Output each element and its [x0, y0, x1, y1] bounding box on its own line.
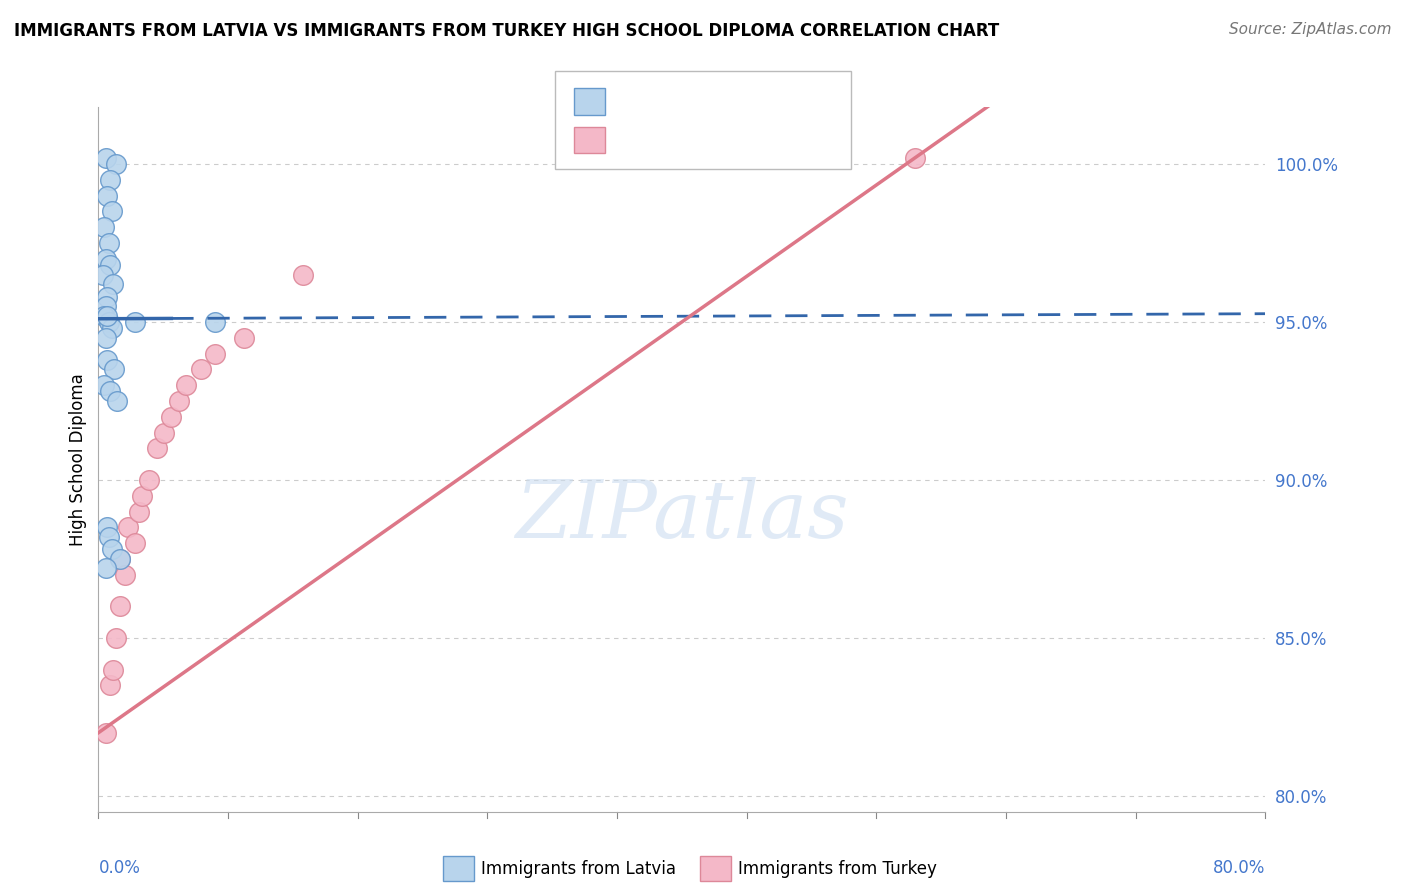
- Point: [93, 378, 115, 392]
- Point: [124, 315, 146, 329]
- Point: [117, 520, 139, 534]
- Point: [96, 352, 118, 367]
- Point: [146, 442, 169, 456]
- Text: Source: ZipAtlas.com: Source: ZipAtlas.com: [1229, 22, 1392, 37]
- Text: R = 0.540: R = 0.540: [613, 131, 711, 149]
- Point: [98, 678, 121, 692]
- Point: [93, 220, 115, 235]
- Point: [124, 536, 146, 550]
- Point: [100, 204, 122, 219]
- Text: 0.0%: 0.0%: [98, 859, 141, 877]
- Point: [204, 346, 226, 360]
- Point: [94, 299, 117, 313]
- Point: [103, 362, 125, 376]
- Point: [94, 725, 117, 739]
- Point: [104, 157, 127, 171]
- Point: [105, 393, 128, 408]
- Text: IMMIGRANTS FROM LATVIA VS IMMIGRANTS FROM TURKEY HIGH SCHOOL DIPLOMA CORRELATION: IMMIGRANTS FROM LATVIA VS IMMIGRANTS FRO…: [14, 22, 1000, 40]
- Point: [174, 378, 197, 392]
- Point: [233, 331, 256, 345]
- Text: Immigrants from Turkey: Immigrants from Turkey: [738, 860, 936, 878]
- Point: [904, 151, 927, 165]
- Point: [190, 362, 212, 376]
- Y-axis label: High School Diploma: High School Diploma: [69, 373, 87, 546]
- Point: [94, 151, 117, 165]
- Point: [98, 258, 121, 272]
- Point: [167, 393, 190, 408]
- Point: [131, 489, 153, 503]
- Point: [101, 663, 124, 677]
- Point: [94, 561, 117, 575]
- Point: [291, 268, 314, 282]
- Point: [100, 542, 122, 557]
- Point: [110, 552, 132, 566]
- Point: [104, 631, 127, 645]
- Point: [128, 504, 150, 518]
- Point: [101, 277, 124, 291]
- Point: [96, 309, 118, 323]
- Point: [97, 235, 120, 250]
- Point: [114, 567, 136, 582]
- Point: [100, 321, 122, 335]
- Point: [96, 520, 118, 534]
- Point: [160, 409, 183, 424]
- Point: [153, 425, 176, 440]
- Point: [91, 268, 114, 282]
- Text: N = 22: N = 22: [724, 131, 792, 149]
- Point: [94, 331, 117, 345]
- Point: [204, 315, 226, 329]
- Point: [94, 252, 117, 266]
- Point: [98, 384, 121, 399]
- Point: [98, 172, 121, 186]
- Text: R = 0.006: R = 0.006: [613, 93, 711, 111]
- Point: [97, 315, 120, 329]
- Point: [110, 599, 132, 614]
- Point: [96, 188, 118, 202]
- Point: [110, 552, 132, 566]
- Point: [138, 473, 160, 487]
- Point: [96, 290, 118, 304]
- Text: ZIPatlas: ZIPatlas: [515, 477, 849, 555]
- Point: [93, 309, 115, 323]
- Point: [97, 530, 120, 544]
- Text: N = 30: N = 30: [724, 93, 792, 111]
- Text: Immigrants from Latvia: Immigrants from Latvia: [481, 860, 676, 878]
- Text: 80.0%: 80.0%: [1213, 859, 1265, 877]
